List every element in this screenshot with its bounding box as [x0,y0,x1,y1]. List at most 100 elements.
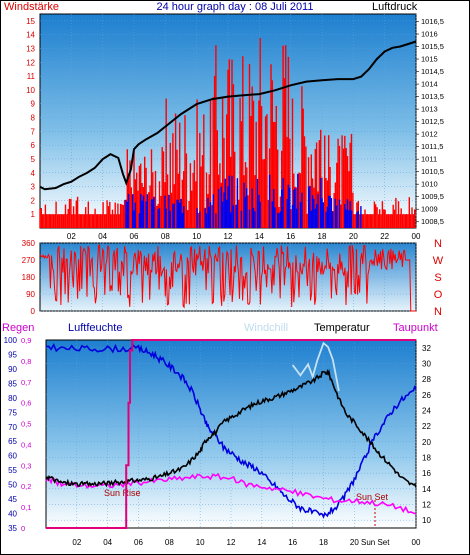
humidity-tick: 40 [8,510,17,519]
rain-tick: 0,8 [21,357,31,366]
time-tick: 16 [286,232,295,241]
time-tick: 06 [134,538,143,547]
humidity-tick: 55 [8,466,17,475]
temperature-tick: 14 [422,485,431,494]
time-tick: 22 [380,232,389,241]
temperature-tick: 26 [422,391,431,400]
temperature-tick: 12 [422,501,431,510]
rain-tick: 0,6 [21,399,31,408]
time-tick: 00 [412,232,421,241]
wind-speed-tick: 14 [26,31,35,40]
humidity-axis: 35 40 45 50 55 60 65 70 75 80 85 90 95 100 [4,336,18,533]
humidity-tick: 75 [8,408,17,417]
wind-speed-tick: 4 [31,169,36,178]
temperature-tick: 28 [422,375,431,384]
pressure-tick: 1012 [421,130,438,139]
temperature-tick: 22 [422,422,431,431]
time-tick: 18 [319,538,328,547]
humidity-tick: 95 [8,350,17,359]
humidity-tick: 35 [8,524,17,533]
direction-degree-axis: 0 90 180 270 360 [22,239,36,316]
temperature-tick: 20 [422,438,431,447]
humidity-tick: 85 [8,379,17,388]
time-axis-top: 02 04 06 08 10 12 14 16 18 20 22 00 [67,232,421,241]
compass-label: N [434,238,442,250]
rain-tick: 0,5 [21,420,31,429]
time-tick: 12 [224,232,233,241]
humidity-tick: 70 [8,423,17,432]
time-tick: 08 [165,538,174,547]
pressure-tick: 1011 [421,155,437,164]
temperatur-label: Temperatur [314,322,370,334]
time-tick: 00 [412,538,421,547]
temperature-line [45,368,417,488]
wind-speed-tick: 3 [31,183,36,192]
chart-title: 24 hour graph day : 08 Juli 2011 [157,1,314,13]
dewpoint-line [45,473,417,515]
wind-speed-tick: 2 [31,196,36,205]
pressure-tick: 1009 [421,205,438,214]
wind-speed-tick: 9 [31,100,36,109]
pressure-tick: 1016 [421,30,438,39]
pressure-tick: 1014 [421,80,438,89]
wind-speed-tick: 13 [26,45,35,54]
humidity-tick: 45 [8,495,17,504]
sun-rise-label: Sun Rise [104,488,141,498]
time-tick: 02 [72,538,81,547]
time-tick: 02 [67,232,76,241]
sun-set-label: Sun Set [356,492,389,502]
time-tick: 20 [349,232,358,241]
pressure-tick: 1014,5 [421,67,444,76]
time-tick: 20 [350,538,359,547]
pressure-tick: 1015 [421,55,438,64]
wind-speed-tick: 6 [31,141,36,150]
direction-tick: 0 [31,307,36,316]
humidity-tick: 100 [4,336,18,345]
rain-tick: 0,9 [21,336,31,345]
pressure-tick: 1013 [421,105,438,114]
time-tick: 04 [98,232,107,241]
windchill-label: Windchill [244,322,288,334]
humidity-line [45,343,417,519]
pressure-tick: 1012,5 [421,117,444,126]
time-tick: 08 [161,232,170,241]
rain-axis: 0 0,1 0,2 0,3 0,4 0,5 0,6 0,7 0,8 0,9 [21,336,31,533]
temperature-tick: 30 [422,360,431,369]
wind-speed-tick: 12 [26,58,35,67]
temperature-tick: 24 [422,407,431,416]
pressure-tick: 1011,5 [421,142,443,151]
windchill-line [291,341,340,392]
time-tick: 12 [227,538,236,547]
sun-set-tick-label: Sun Set [361,538,390,547]
wind-speed-tick: 8 [31,114,36,123]
compass-label: W [433,255,444,267]
compass-label: O [434,289,443,301]
windstaerke-label: Windstärke [4,1,59,13]
humidity-tick: 50 [8,481,17,490]
time-tick: 18 [318,232,327,241]
direction-tick: 180 [22,273,36,282]
temperature-tick: 32 [422,344,431,353]
wind-speed-tick: 11 [27,72,36,81]
rain-tick: 0,2 [21,482,31,491]
wind-speed-tick: 1 [31,210,36,219]
wind-speed-tick: 7 [31,127,36,136]
temp-humidity-grid [46,340,417,528]
humidity-tick: 80 [8,394,17,403]
pressure-tick: 1010,5 [421,167,444,176]
rain-line [46,339,416,529]
wind-speed-tick: 5 [31,155,36,164]
time-tick: 14 [257,538,266,547]
rain-tick: 0,4 [21,440,31,449]
time-tick: 10 [196,538,205,547]
time-tick: 16 [288,538,297,547]
pressure-tick: 1009,5 [421,192,444,201]
wind-speed-tick: 10 [26,86,35,95]
humidity-tick: 60 [8,452,17,461]
temperature-tick: 18 [422,454,431,463]
pressure-tick: 1016,5 [421,17,444,26]
